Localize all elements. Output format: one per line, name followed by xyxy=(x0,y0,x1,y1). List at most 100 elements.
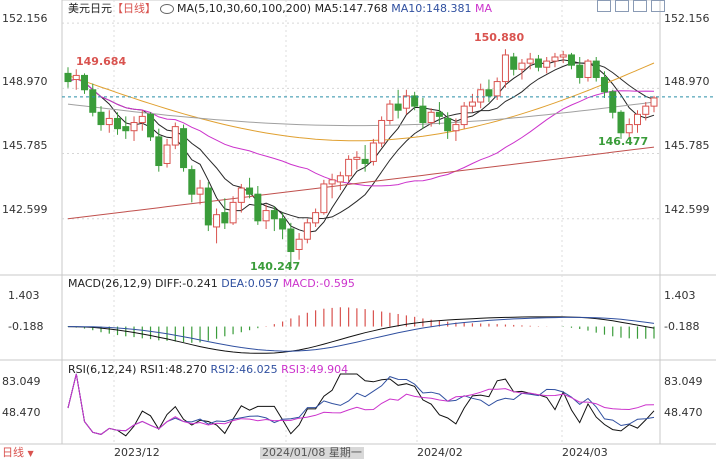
candle-body-45 xyxy=(435,111,443,117)
candle-body-64 xyxy=(592,60,600,78)
rsi-line-3 xyxy=(67,373,655,435)
layout-icon[interactable] xyxy=(615,0,629,12)
candle-body-8 xyxy=(130,122,138,132)
candle-body-18 xyxy=(213,214,221,228)
y-tick-right-0: 152.156 xyxy=(664,12,710,25)
macd-value: MACD:-0.595 xyxy=(282,277,355,290)
candle-body-1 xyxy=(72,74,80,81)
ma-more: MA xyxy=(475,2,493,15)
candle-body-57 xyxy=(534,58,542,68)
rsi-line-1 xyxy=(67,373,655,437)
macd-tick-right-1: -0.188 xyxy=(664,320,700,333)
start-level-label: 149.684 xyxy=(76,55,127,68)
symbol-title: 美元日元 xyxy=(68,2,112,15)
y-tick-left-0: 152.156 xyxy=(2,12,48,25)
x-tick-2: 2024/02 xyxy=(417,446,463,459)
candle-body-62 xyxy=(576,64,584,78)
rsi-tick-right-0: 83.049 xyxy=(664,375,703,388)
candle-body-67 xyxy=(617,111,625,134)
candle-body-20 xyxy=(229,201,237,224)
crosshair-icon[interactable] xyxy=(597,0,611,12)
y-tick-left-1: 148.970 xyxy=(2,75,48,88)
candle-body-59 xyxy=(551,56,559,62)
candle-body-49 xyxy=(468,101,476,107)
macd-diff: DIFF:-0.241 xyxy=(155,277,218,290)
period-button[interactable]: 日线 ▼ xyxy=(2,447,34,460)
macd-diff-line xyxy=(67,316,655,354)
high-label: 150.880 xyxy=(474,31,525,44)
price-header: 美元日元【日线】 MA(5,10,30,60,100,200) MA5:147.… xyxy=(68,2,492,16)
rsi-tick-left-1: 48.470 xyxy=(2,406,41,419)
y-tick-left-2: 145.785 xyxy=(2,139,48,152)
candle-body-61 xyxy=(567,54,575,66)
candle-body-7 xyxy=(122,126,130,132)
candle-body-44 xyxy=(427,111,435,124)
candle-body-60 xyxy=(559,54,567,58)
candle-body-29 xyxy=(303,222,311,240)
candle-body-68 xyxy=(625,124,633,134)
candle-body-56 xyxy=(526,58,534,64)
candle-body-2 xyxy=(81,74,89,91)
candle-body-70 xyxy=(642,105,650,115)
candle-body-39 xyxy=(386,103,394,121)
macd-dea-line xyxy=(68,316,655,352)
candle-body-48 xyxy=(460,105,468,126)
rsi-tick-left-0: 83.049 xyxy=(2,375,41,388)
macd-header: MACD(26,12,9) DIFF:-0.241 DEA:0.057 MACD… xyxy=(68,277,355,291)
candle-body-50 xyxy=(477,89,485,103)
candle-body-27 xyxy=(287,228,295,253)
y-tick-right-2: 145.785 xyxy=(664,139,710,152)
candle-body-19 xyxy=(221,212,229,224)
candle-body-13 xyxy=(171,126,179,146)
candle-body-11 xyxy=(155,136,163,167)
y-tick-right-1: 148.970 xyxy=(664,75,710,88)
ma10-value: MA10:148.381 xyxy=(391,2,472,15)
candle-body-17 xyxy=(204,187,212,226)
ma-line-ma100 xyxy=(67,101,655,127)
candle-body-31 xyxy=(320,183,328,214)
candle-body-4 xyxy=(97,111,105,126)
y-tick-right-3: 142.599 xyxy=(664,203,710,216)
rsi-tick-right-1: 48.470 xyxy=(664,406,703,419)
period-tag[interactable]: 【日线】 xyxy=(112,2,156,15)
candle-body-5 xyxy=(105,117,113,126)
candle-body-10 xyxy=(147,113,155,138)
rsi-header: RSI(6,12,24) RSI1:48.270 RSI2:46.025 RSI… xyxy=(68,363,348,377)
ma-line-ma60 xyxy=(67,62,655,142)
settings-icon[interactable] xyxy=(633,0,647,12)
candle-body-36 xyxy=(361,158,369,164)
x-tick-1: 2024/01/08 星期一 xyxy=(260,446,364,459)
candle-body-12 xyxy=(163,144,171,164)
macd-tick-left-1: -0.188 xyxy=(8,320,44,333)
ma-line-ma10 xyxy=(67,62,655,220)
x-tick-3: 2024/03 xyxy=(562,446,608,459)
candle-body-47 xyxy=(452,124,460,132)
candle-body-55 xyxy=(518,62,526,70)
candle-body-37 xyxy=(369,142,377,162)
period-button-label: 日线 xyxy=(2,446,24,459)
candle-body-24 xyxy=(262,210,270,222)
candle-body-33 xyxy=(336,175,344,183)
macd-tick-left-0: 1.403 xyxy=(8,289,40,302)
candle-body-30 xyxy=(312,212,320,224)
candle-body-26 xyxy=(279,218,287,230)
candle-body-15 xyxy=(188,169,196,195)
rsi-settings: RSI(6,12,24) xyxy=(68,363,137,376)
rsi2-value: RSI2:46.025 xyxy=(210,363,278,376)
candle-body-65 xyxy=(600,76,608,93)
candle-body-41 xyxy=(402,95,410,109)
candle-body-3 xyxy=(89,89,97,113)
candle-body-53 xyxy=(501,54,509,83)
candle-body-71 xyxy=(650,97,658,107)
fullscreen-icon[interactable] xyxy=(651,0,665,12)
candle-body-58 xyxy=(543,60,551,68)
candle-body-16 xyxy=(196,187,204,195)
candle-body-51 xyxy=(485,89,493,97)
candle-body-28 xyxy=(295,238,303,250)
eye-icon[interactable] xyxy=(159,4,174,14)
candle-body-25 xyxy=(270,210,278,220)
candle-body-63 xyxy=(584,60,592,78)
candle-body-35 xyxy=(353,156,361,160)
candle-body-54 xyxy=(510,56,518,70)
